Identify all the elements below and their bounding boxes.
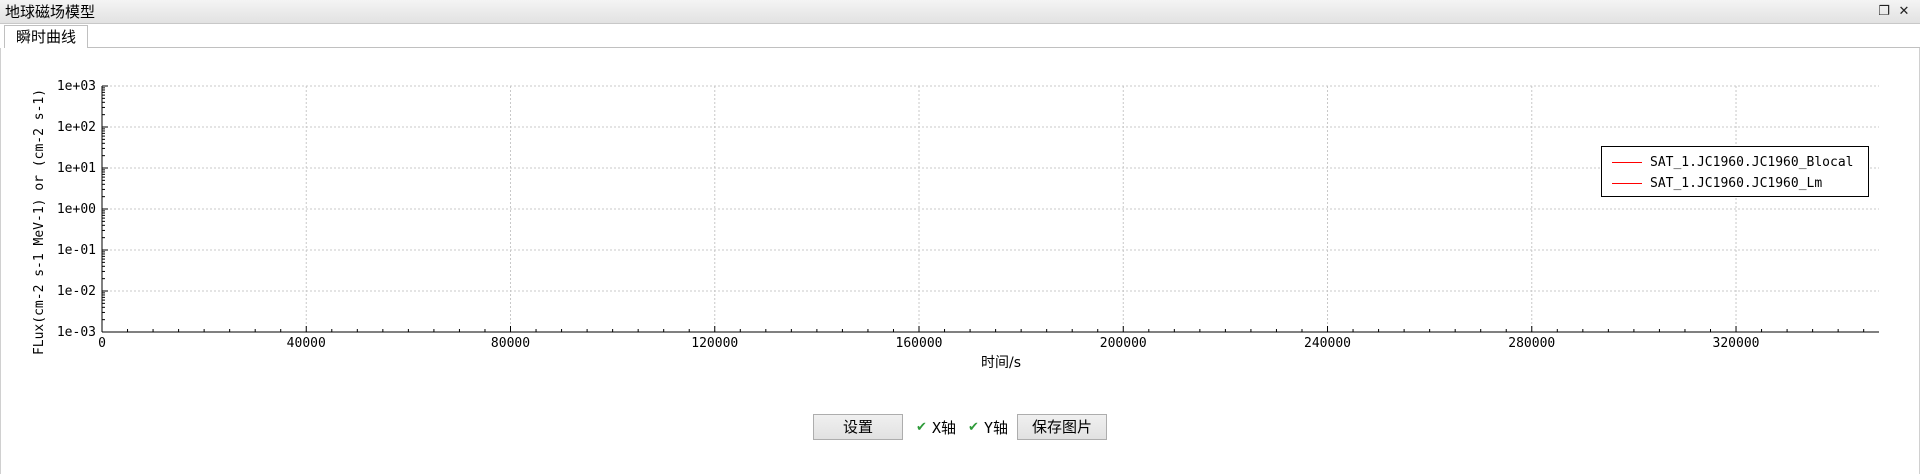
x-tick-label: 160000 (896, 336, 943, 351)
x-tick-label: 320000 (1713, 336, 1760, 351)
x-axis-label: 时间/s (981, 355, 1021, 371)
y-tick-label: 1e-03 (57, 325, 96, 340)
y-tick-label: 1e+03 (57, 79, 96, 94)
window-titlebar: 地球磁场模型 ❐ ✕ (0, 0, 1920, 24)
legend-label: SAT_1.JC1960.JC1960_Lm (1650, 175, 1823, 191)
legend-swatch (1612, 182, 1642, 184)
tab-divider (88, 47, 1920, 48)
x-tick-label: 0 (98, 336, 106, 351)
y-tick-label: 1e+01 (57, 161, 96, 176)
legend-label: SAT_1.JC1960.JC1960_Blocal (1650, 154, 1854, 170)
tab-instant-curve[interactable]: 瞬时曲线 (4, 25, 88, 48)
chart-legend: SAT_1.JC1960.JC1960_Blocal SAT_1.JC1960.… (1601, 146, 1869, 197)
x-axis-checkbox-label: X轴 (932, 418, 957, 437)
y-tick-label: 1e-02 (57, 284, 96, 299)
legend-item: SAT_1.JC1960.JC1960_Blocal (1612, 153, 1854, 171)
check-icon: ✔ (968, 419, 979, 435)
x-tick-label: 40000 (287, 336, 326, 351)
chart-panel: 0 40000 80000 120000 160000 200000 240000 28000… (0, 48, 1920, 474)
x-tick-label: 280000 (1508, 336, 1555, 351)
y-tick-label: 1e+00 (57, 202, 96, 217)
save-image-button[interactable]: 保存图片 (1017, 414, 1107, 440)
y-tick-label: 1e-01 (57, 243, 96, 258)
x-tick-label: 240000 (1304, 336, 1351, 351)
window-title: 地球磁场模型 (5, 3, 96, 21)
x-tick-label: 80000 (491, 336, 530, 351)
y-axis-label: FLux(cm-2 s-1 MeV-1) or (cm-2 s-1) (32, 89, 47, 355)
y-tick-label: 1e+02 (57, 120, 96, 135)
y-axis-checkbox-label: Y轴 (984, 418, 1009, 437)
x-tick-label: 120000 (691, 336, 738, 351)
legend-item: SAT_1.JC1960.JC1960_Lm (1612, 174, 1822, 192)
legend-swatch (1612, 161, 1642, 163)
chart-plot[interactable]: 0 40000 80000 120000 160000 200000 240000 28000… (1, 48, 1919, 474)
x-tick-label: 200000 (1100, 336, 1147, 351)
x-axis-checkbox[interactable]: ✔ X轴 (915, 418, 957, 437)
tab-bar: 瞬时曲线 (0, 24, 1920, 48)
settings-button[interactable]: 设置 (813, 414, 903, 440)
restore-icon[interactable]: ❐ (1878, 4, 1890, 19)
y-axis-checkbox[interactable]: ✔ Y轴 (967, 418, 1009, 437)
close-icon[interactable]: ✕ (1898, 4, 1910, 19)
check-icon: ✔ (916, 419, 927, 435)
